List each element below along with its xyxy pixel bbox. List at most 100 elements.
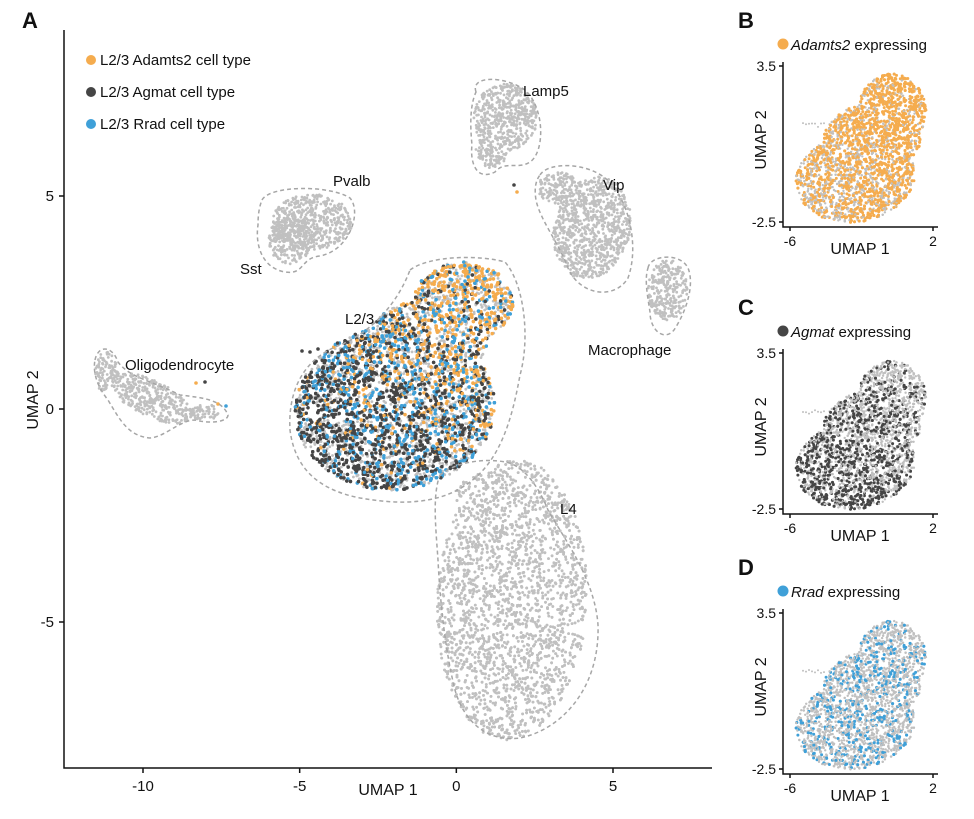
point-pvalb	[345, 221, 349, 225]
point-pvalb	[323, 233, 327, 236]
point-pvalb	[290, 200, 293, 204]
point-oligodendrocyte	[130, 403, 134, 406]
point-l2-3	[422, 369, 426, 373]
point-l2-3	[397, 400, 401, 404]
point-l2-3	[496, 277, 500, 280]
point-vip	[582, 236, 586, 240]
point-sst	[274, 228, 278, 231]
point-oligodendrocyte	[137, 409, 141, 413]
point-oligodendrocyte	[103, 379, 106, 382]
point-lamp5	[528, 113, 532, 116]
point-vip	[610, 233, 614, 237]
point-vip	[556, 234, 560, 238]
point-l2-3	[387, 325, 391, 329]
point-vip	[616, 250, 619, 254]
point-oligodendrocyte	[108, 364, 111, 367]
point-lamp5	[495, 101, 499, 104]
point-lamp5	[490, 114, 494, 118]
point-vip	[573, 246, 577, 250]
point-lamp5	[507, 84, 510, 88]
point-macrophage	[665, 289, 669, 293]
point-vip	[573, 224, 577, 228]
point-l2-3	[370, 420, 373, 424]
point-vip	[541, 186, 545, 190]
point-pvalb	[306, 211, 310, 215]
point-lamp5	[517, 145, 521, 149]
point-oligodendrocyte	[161, 408, 165, 412]
point-lamp5	[513, 135, 516, 138]
point-pvalb	[315, 197, 319, 201]
point-lamp5	[480, 121, 484, 124]
point-sst	[309, 241, 313, 245]
point-lamp5	[512, 115, 516, 119]
point-sst	[300, 251, 304, 255]
point-pvalb	[313, 196, 316, 199]
point-oligodendrocyte	[159, 417, 163, 421]
point-l2-3	[460, 274, 464, 278]
point-l2-3	[341, 371, 344, 375]
point-oligodendrocyte	[101, 373, 104, 377]
point-lamp5	[495, 114, 499, 118]
point-vip	[594, 204, 598, 208]
point-pvalb	[318, 244, 322, 248]
point-macrophage	[655, 286, 658, 290]
point-l2-3	[474, 387, 478, 391]
point-l2-3	[418, 472, 422, 476]
point-oligodendrocyte	[138, 384, 141, 388]
point-pvalb	[317, 236, 321, 240]
point-sst	[284, 220, 288, 224]
point-macrophage	[667, 269, 670, 272]
point-pvalb	[318, 219, 321, 223]
point-l2-3	[490, 397, 494, 400]
point-pvalb	[344, 229, 348, 233]
point-sst	[297, 245, 300, 249]
point-pvalb	[328, 240, 332, 244]
point-vip	[569, 263, 573, 267]
point-lamp5	[517, 106, 521, 109]
point-oligodendrocyte	[117, 391, 121, 395]
point-oligodendrocyte	[143, 386, 147, 390]
point-pvalb	[297, 209, 300, 213]
point-l2-3	[356, 473, 360, 477]
point-macrophage	[674, 286, 677, 290]
point-oligodendrocyte	[167, 405, 171, 409]
point-sst	[308, 246, 312, 249]
point-macrophage	[685, 292, 689, 296]
point-lamp5	[489, 155, 492, 158]
point-lamp5	[530, 121, 534, 125]
point-pvalb	[346, 218, 349, 222]
point-sst	[301, 245, 304, 249]
point-l2-3	[396, 460, 400, 464]
point-lamp5	[500, 124, 504, 128]
point-vip	[587, 193, 590, 197]
point-vip	[575, 269, 578, 273]
point-lamp5	[492, 115, 496, 118]
point-l2-3	[331, 443, 334, 447]
point-vip	[606, 238, 610, 242]
point-vip	[614, 225, 618, 229]
point-l2-3	[458, 330, 462, 334]
point-vip	[602, 258, 605, 262]
point-vip	[560, 197, 564, 201]
point-oligodendrocyte	[125, 390, 129, 394]
point-vip	[606, 225, 609, 229]
point-lamp5	[525, 134, 529, 138]
point-vip	[570, 202, 574, 206]
point-sst	[303, 238, 306, 241]
point-l2-3	[487, 388, 491, 392]
point-vip	[577, 181, 580, 185]
point-vip	[572, 265, 576, 269]
point-oligodendrocyte	[163, 405, 167, 409]
point-lamp5	[477, 100, 481, 103]
point-vip	[547, 199, 551, 203]
point-lamp5	[502, 116, 506, 119]
point-vip	[620, 236, 623, 240]
point-vip	[576, 215, 580, 218]
point-sst	[305, 234, 308, 238]
point-macrophage	[670, 309, 674, 313]
point-oligodendrocyte	[133, 405, 137, 408]
point-vip	[602, 232, 605, 235]
point-oligodendrocyte	[160, 391, 164, 395]
point-oligodendrocyte	[116, 373, 119, 377]
point-l2-3	[472, 344, 476, 348]
